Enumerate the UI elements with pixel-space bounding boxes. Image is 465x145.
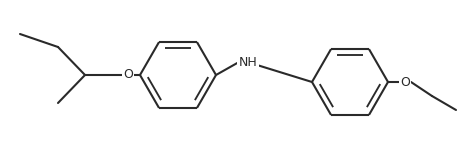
Text: NH: NH bbox=[239, 56, 257, 68]
Text: O: O bbox=[400, 76, 410, 88]
Text: O: O bbox=[123, 68, 133, 81]
